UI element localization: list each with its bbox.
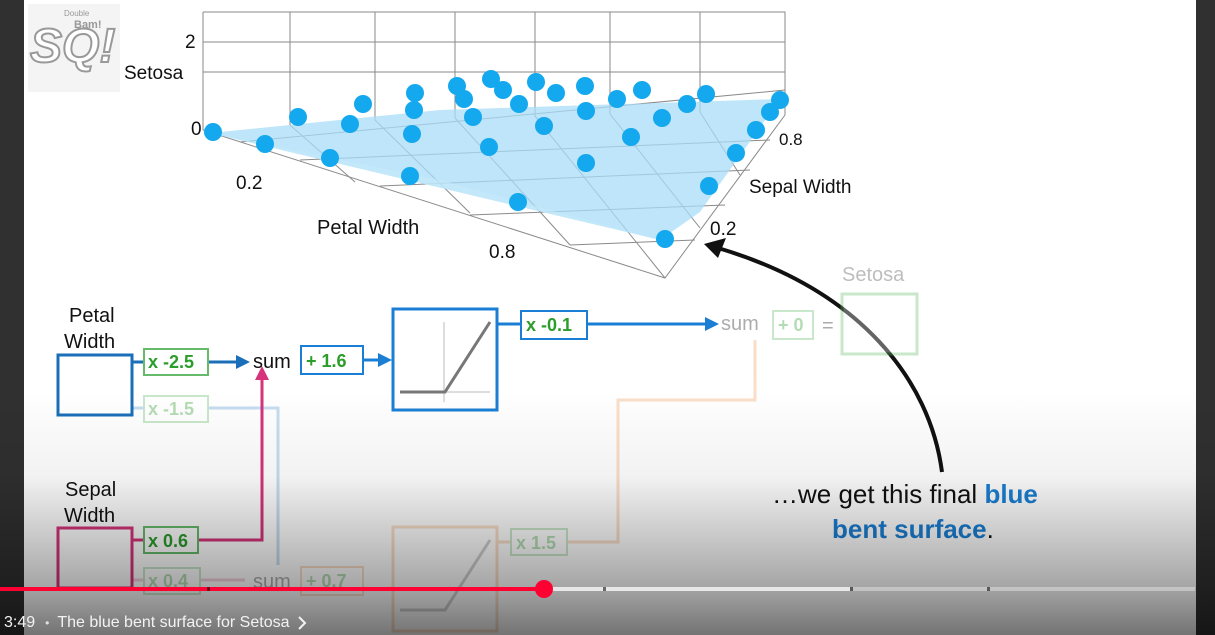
- bias-top: + 1.6: [306, 351, 347, 371]
- svg-text:bent surface.: bent surface.: [832, 514, 994, 544]
- progress-played: [0, 587, 544, 591]
- petal-width-label-line1: Petal: [69, 305, 115, 327]
- w-petal-top: x -2.5: [148, 352, 194, 372]
- w-out-bottom: x 1.5: [516, 533, 556, 553]
- x-tick-0-2: 0.2: [236, 173, 262, 194]
- w-out-top: x -0.1: [526, 315, 572, 335]
- bias-out: + 0: [778, 315, 804, 335]
- separator-dot: •: [45, 616, 50, 630]
- statquest-logo: SQ! Bam! Double: [28, 4, 120, 92]
- z-axis-label: Setosa: [124, 63, 184, 84]
- plot-data-points: [204, 70, 789, 248]
- svg-text:…we get this final blue: …we get this final blue: [772, 479, 1038, 509]
- x-tick-0-8: 0.8: [489, 242, 515, 263]
- y-axis-label: Sepal Width: [749, 177, 851, 198]
- chapter-marker: [987, 587, 990, 591]
- svg-text:Double: Double: [64, 9, 90, 18]
- sepal-width-label-line2: Width: [64, 505, 115, 527]
- chapter-marker: [603, 587, 606, 591]
- sum-top: sum: [253, 351, 291, 373]
- y-tick-0-8: 0.8: [779, 130, 803, 149]
- w-petal-bottom: x -1.5: [148, 399, 194, 419]
- svg-text:Bam!: Bam!: [74, 19, 102, 31]
- chapter-marker: [207, 587, 210, 591]
- z-tick-0: 0: [191, 119, 202, 140]
- chapter-marker: [850, 587, 853, 591]
- output-label: Setosa: [842, 264, 905, 286]
- sum-out: sum: [721, 313, 759, 335]
- y-tick-0-2: 0.2: [710, 219, 736, 240]
- svg-text:SQ!: SQ!: [30, 20, 115, 73]
- w-sepal-top: x 0.6: [148, 531, 188, 551]
- sepal-width-label-line1: Sepal: [65, 479, 116, 501]
- chevron-right-icon[interactable]: [297, 615, 307, 631]
- petal-width-label-line2: Width: [64, 331, 115, 353]
- x-axis-label: Petal Width: [317, 217, 419, 239]
- z-tick-2: 2: [185, 32, 196, 53]
- eq-out: =: [822, 315, 834, 337]
- player-controls: 3:49 • The blue bent surface for Setosa: [4, 612, 307, 634]
- chapter-title[interactable]: The blue bent surface for Setosa: [57, 614, 290, 631]
- progress-scrubber[interactable]: [535, 580, 553, 598]
- time-display: 3:49: [4, 614, 36, 631]
